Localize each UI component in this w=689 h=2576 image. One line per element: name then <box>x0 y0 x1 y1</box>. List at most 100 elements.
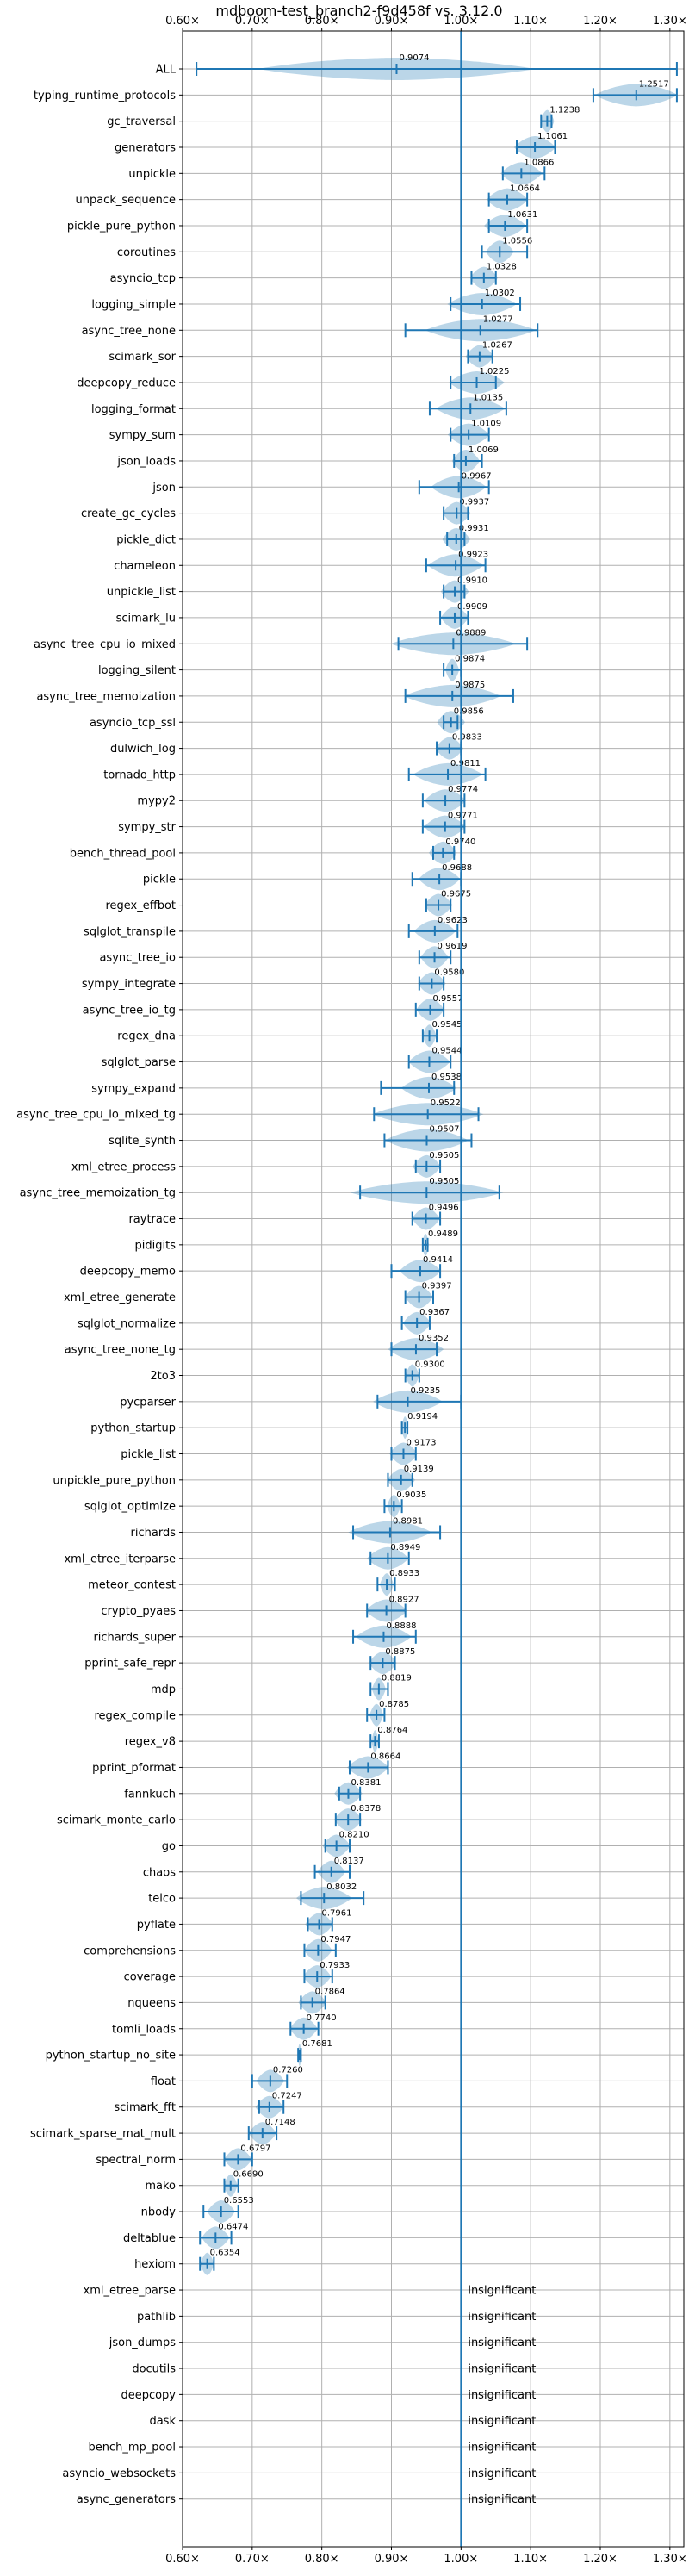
median-value-label: 0.7260 <box>273 2065 303 2075</box>
category-label: json_loads <box>116 455 176 468</box>
median-value-label: 0.7933 <box>320 1961 350 1970</box>
median-value-label: 0.9923 <box>458 550 488 559</box>
median-value-label: 0.9875 <box>455 681 485 690</box>
category-label: async_tree_io <box>99 952 176 965</box>
median-value-label: 0.9967 <box>462 471 492 481</box>
category-label: pprint_pformat <box>92 1762 176 1775</box>
x-tick-label-top: 0.70× <box>235 15 270 28</box>
median-value-label: 0.7681 <box>302 2039 332 2049</box>
category-label: json <box>152 482 176 495</box>
category-label: asyncio_websockets <box>62 2467 176 2480</box>
median-value-label: 0.9931 <box>459 524 489 533</box>
category-label: sqlglot_optimize <box>84 1501 176 1514</box>
median-value-label: 0.9889 <box>456 628 486 638</box>
median-value-label: 0.8378 <box>351 1804 381 1814</box>
median-value-label: 0.6797 <box>240 2144 270 2153</box>
median-value-label: 1.0664 <box>510 184 540 194</box>
category-label: scimark_monte_carlo <box>57 1814 176 1827</box>
median-value-label: 0.9580 <box>434 968 464 978</box>
median-value-label: 1.0267 <box>482 341 512 351</box>
category-label: go <box>162 1840 176 1853</box>
median-value-label: 0.9833 <box>452 733 482 743</box>
median-value-label: 0.7740 <box>307 2013 337 2023</box>
x-tick-label-bottom: 1.10× <box>513 2553 548 2566</box>
x-tick-label-bottom: 0.90× <box>375 2553 409 2566</box>
category-label: hexiom <box>134 2258 176 2271</box>
category-label: richards_super <box>93 1631 176 1644</box>
category-label: spectral_norm <box>96 2154 176 2167</box>
median-value-label: 0.9811 <box>450 759 481 768</box>
category-label: raytrace <box>128 1213 176 1226</box>
median-value-label: 0.9545 <box>432 1020 462 1030</box>
median-value-label: 1.1238 <box>549 106 580 115</box>
insignificant-label: insignificant <box>468 2493 536 2506</box>
median-value-label: 0.9856 <box>454 706 484 716</box>
category-label: gc_traversal <box>107 115 176 128</box>
category-label: coroutines <box>117 246 176 259</box>
category-label: nqueens <box>127 1997 176 2010</box>
category-label: chaos <box>143 1866 176 1879</box>
category-label: scimark_sparse_mat_mult <box>30 2128 176 2141</box>
grid-lines <box>182 31 684 2547</box>
category-label: async_generators <box>77 2493 177 2506</box>
median-value-label: 0.9489 <box>428 1229 458 1239</box>
median-value-label: 0.8764 <box>377 1726 407 1735</box>
category-label: telco <box>148 1893 176 1906</box>
category-label: sqlite_synth <box>109 1135 176 1148</box>
category-label: mypy2 <box>137 795 176 808</box>
category-label: deepcopy <box>121 2389 176 2402</box>
category-label: dulwich_log <box>110 743 176 756</box>
insignificant-label: insignificant <box>468 2363 536 2376</box>
category-label: async_tree_memoization <box>36 690 176 703</box>
category-label: generators <box>115 141 176 154</box>
category-label: pathlib <box>137 2311 176 2324</box>
median-value-label: 0.9771 <box>448 812 478 821</box>
category-label: asyncio_tcp <box>110 272 176 285</box>
chart-title: mdboom-test_branch2-f9d458f vs. 3.12.0 <box>215 3 502 20</box>
category-label: sqlglot_transpile <box>84 925 176 938</box>
category-label: logging_format <box>91 403 176 416</box>
category-label: mako <box>145 2180 176 2193</box>
category-label: create_gc_cycles <box>81 507 176 520</box>
category-label: bench_thread_pool <box>70 847 176 860</box>
insignificant-label: insignificant <box>468 2467 536 2480</box>
median-value-label: 0.9173 <box>406 1438 436 1447</box>
category-label: json_dumps <box>109 2336 176 2349</box>
median-value-label: 0.9937 <box>459 498 489 507</box>
category-label: async_tree_io_tg <box>83 1004 176 1017</box>
category-label: bench_mp_pool <box>88 2442 176 2455</box>
median-value-label: 0.8381 <box>351 1778 381 1788</box>
median-value-label: 1.0135 <box>473 393 503 402</box>
category-label: comprehensions <box>84 1944 176 1957</box>
insignificant-label: insignificant <box>468 2389 536 2402</box>
category-label: pickle_list <box>121 1448 176 1461</box>
median-value-label: 0.9910 <box>457 576 487 586</box>
category-label: scimark_fft <box>114 2101 176 2114</box>
category-label: xml_etree_parse <box>84 2285 176 2298</box>
x-tick-label-bottom: 1.00× <box>444 2553 478 2566</box>
category-label: regex_compile <box>94 1709 176 1722</box>
median-value-label: 0.9675 <box>441 890 471 899</box>
x-tick-label-bottom: 0.80× <box>305 2553 339 2566</box>
median-value-label: 1.0109 <box>471 420 501 429</box>
median-value-label: 0.8875 <box>385 1647 415 1657</box>
category-label: typing_runtime_protocols <box>34 90 176 103</box>
median-value-label: 1.0277 <box>483 314 513 324</box>
category-label: unpickle_pure_python <box>53 1474 176 1487</box>
category-label: python_startup_no_site <box>46 2050 176 2063</box>
category-label: crypto_pyaes <box>101 1605 176 1618</box>
x-tick-label-bottom: 0.60× <box>165 2553 200 2566</box>
median-value-label: 0.9874 <box>455 655 485 664</box>
median-value-label: 0.9397 <box>422 1282 452 1291</box>
category-label: xml_etree_iterparse <box>64 1552 176 1565</box>
median-value-label: 0.6690 <box>233 2170 264 2180</box>
median-value-label: 0.7148 <box>265 2118 295 2127</box>
median-value-label: 0.9414 <box>423 1255 453 1265</box>
category-label: sympy_expand <box>91 1082 176 1095</box>
median-value-label: 0.8888 <box>386 1621 416 1631</box>
median-value-label: 0.9300 <box>415 1360 445 1370</box>
category-label: deepcopy_memo <box>80 1266 176 1279</box>
median-value-label: 0.8933 <box>389 1569 419 1578</box>
median-value-label: 0.9522 <box>431 1098 461 1108</box>
